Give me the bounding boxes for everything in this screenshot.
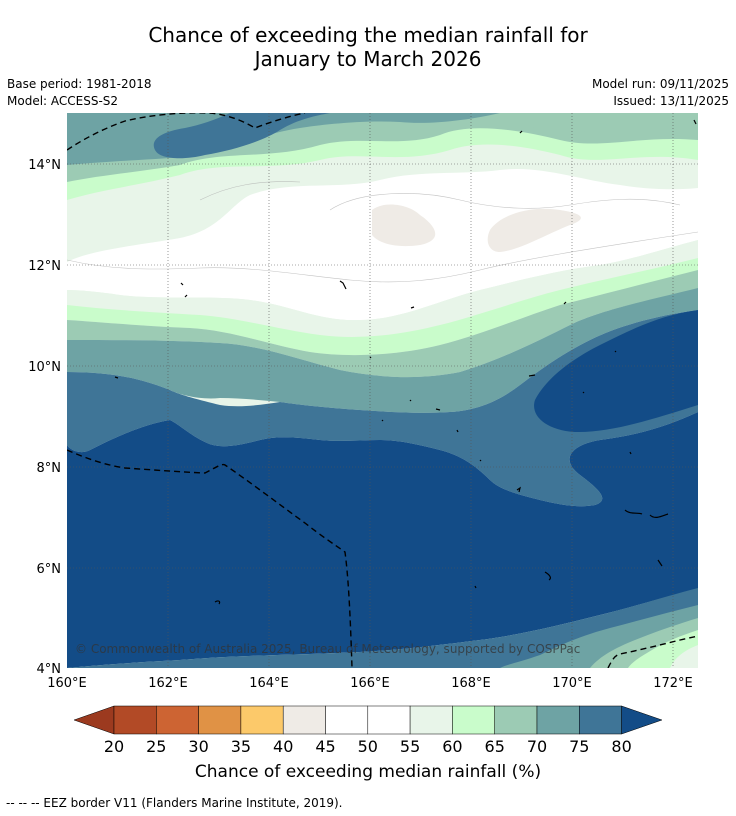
colorbar-cell — [452, 705, 495, 735]
y-tick-label: 8°N — [37, 461, 62, 476]
eez-borders — [67, 113, 698, 668]
model-name: Model: ACCESS-S2 — [7, 94, 119, 108]
band-75-80-bottom — [67, 588, 698, 668]
x-axis-labels: 160°E 162°E 164°E 166°E 168°E 170°E 172°… — [47, 676, 693, 691]
colorbar-cell — [240, 705, 284, 735]
band-gt80-main — [67, 412, 698, 668]
colorbar-tick: 20 — [104, 737, 124, 756]
y-tick-label: 4°N — [37, 662, 62, 677]
colorbar-tick: 45 — [315, 737, 335, 756]
x-tick-label: 160°E — [47, 676, 87, 691]
colorbar-tick: 55 — [400, 737, 420, 756]
y-tick-label: 12°N — [28, 259, 61, 274]
band-40-45-blob-b — [487, 208, 581, 252]
band-70-75-top-right — [520, 113, 620, 133]
colorbar-tick: 65 — [485, 737, 505, 756]
colorbar-tick: 70 — [527, 737, 547, 756]
colorbar-cell — [367, 705, 411, 735]
issued-date: Issued: 13/11/2025 — [613, 94, 729, 108]
colorbar-low-arrow — [73, 705, 115, 735]
colorbar-tick: 75 — [569, 737, 589, 756]
colorbar-cell — [325, 705, 369, 735]
islands — [114, 119, 697, 605]
x-tick-label: 164°E — [249, 676, 289, 691]
x-tick-label: 166°E — [350, 676, 390, 691]
y-tick-label: 10°N — [28, 360, 61, 375]
colorbar-cell — [579, 705, 622, 735]
band-gt80-right — [534, 310, 698, 433]
colorbar-tick: 60 — [442, 737, 462, 756]
colorbar-high-arrow — [621, 705, 663, 735]
colorbar-cell — [156, 705, 199, 735]
contour-lines — [67, 181, 698, 283]
model-run: Model run: 09/11/2025 — [591, 77, 729, 91]
band-55-60-lower — [67, 240, 698, 337]
band-70-75-lower — [67, 288, 698, 413]
band-75-80-lower — [67, 310, 698, 507]
eez-legend-note: -- -- -- EEZ border V11 (Flanders Marine… — [6, 796, 343, 810]
colorbar-tick: 30 — [188, 737, 208, 756]
colorbar-label: Chance of exceeding median rainfall (%) — [194, 762, 542, 782]
y-tick-label: 14°N — [28, 158, 61, 173]
colorbar-cell — [198, 705, 242, 735]
chart-title-line2: January to March 2026 — [254, 47, 482, 71]
colorbar-cell — [282, 705, 326, 735]
band-75-80-top — [67, 113, 330, 159]
colorbar-cell — [409, 705, 453, 735]
colorbar-cell — [113, 705, 157, 735]
band-60-65-lower — [67, 258, 698, 356]
colorbar-tick: 50 — [358, 737, 378, 756]
base-period: Base period: 1981-2018 — [7, 77, 152, 91]
x-tick-label: 162°E — [148, 676, 188, 691]
copyright-note: © Commonwealth of Australia 2025, Bureau… — [75, 642, 580, 656]
band-40-45-blob-a — [372, 204, 436, 247]
map-plot-area: © Commonwealth of Australia 2025, Bureau… — [67, 113, 698, 668]
graticule — [67, 113, 698, 668]
band-45-55-center — [67, 168, 698, 321]
y-tick-label: 6°N — [37, 562, 62, 577]
band-55-60-bottom — [670, 645, 698, 668]
colorbar-tick: 80 — [611, 737, 631, 756]
colorbar-tick: 40 — [273, 737, 293, 756]
chart-title-line1: Chance of exceeding the median rainfall … — [148, 23, 588, 47]
x-tick-label: 170°E — [552, 676, 592, 691]
colorbar: 20 25 30 35 40 45 50 55 60 65 70 75 80 — [73, 705, 663, 756]
colorbar-cell — [494, 705, 538, 735]
x-tick-label: 172°E — [653, 676, 693, 691]
colorbar-tick: 35 — [231, 737, 251, 756]
x-tick-label: 168°E — [451, 676, 491, 691]
colorbar-cell — [536, 705, 580, 735]
y-axis-labels: 14°N 12°N 10°N 8°N 6°N 4°N — [28, 158, 61, 677]
colorbar-tick: 25 — [146, 737, 166, 756]
